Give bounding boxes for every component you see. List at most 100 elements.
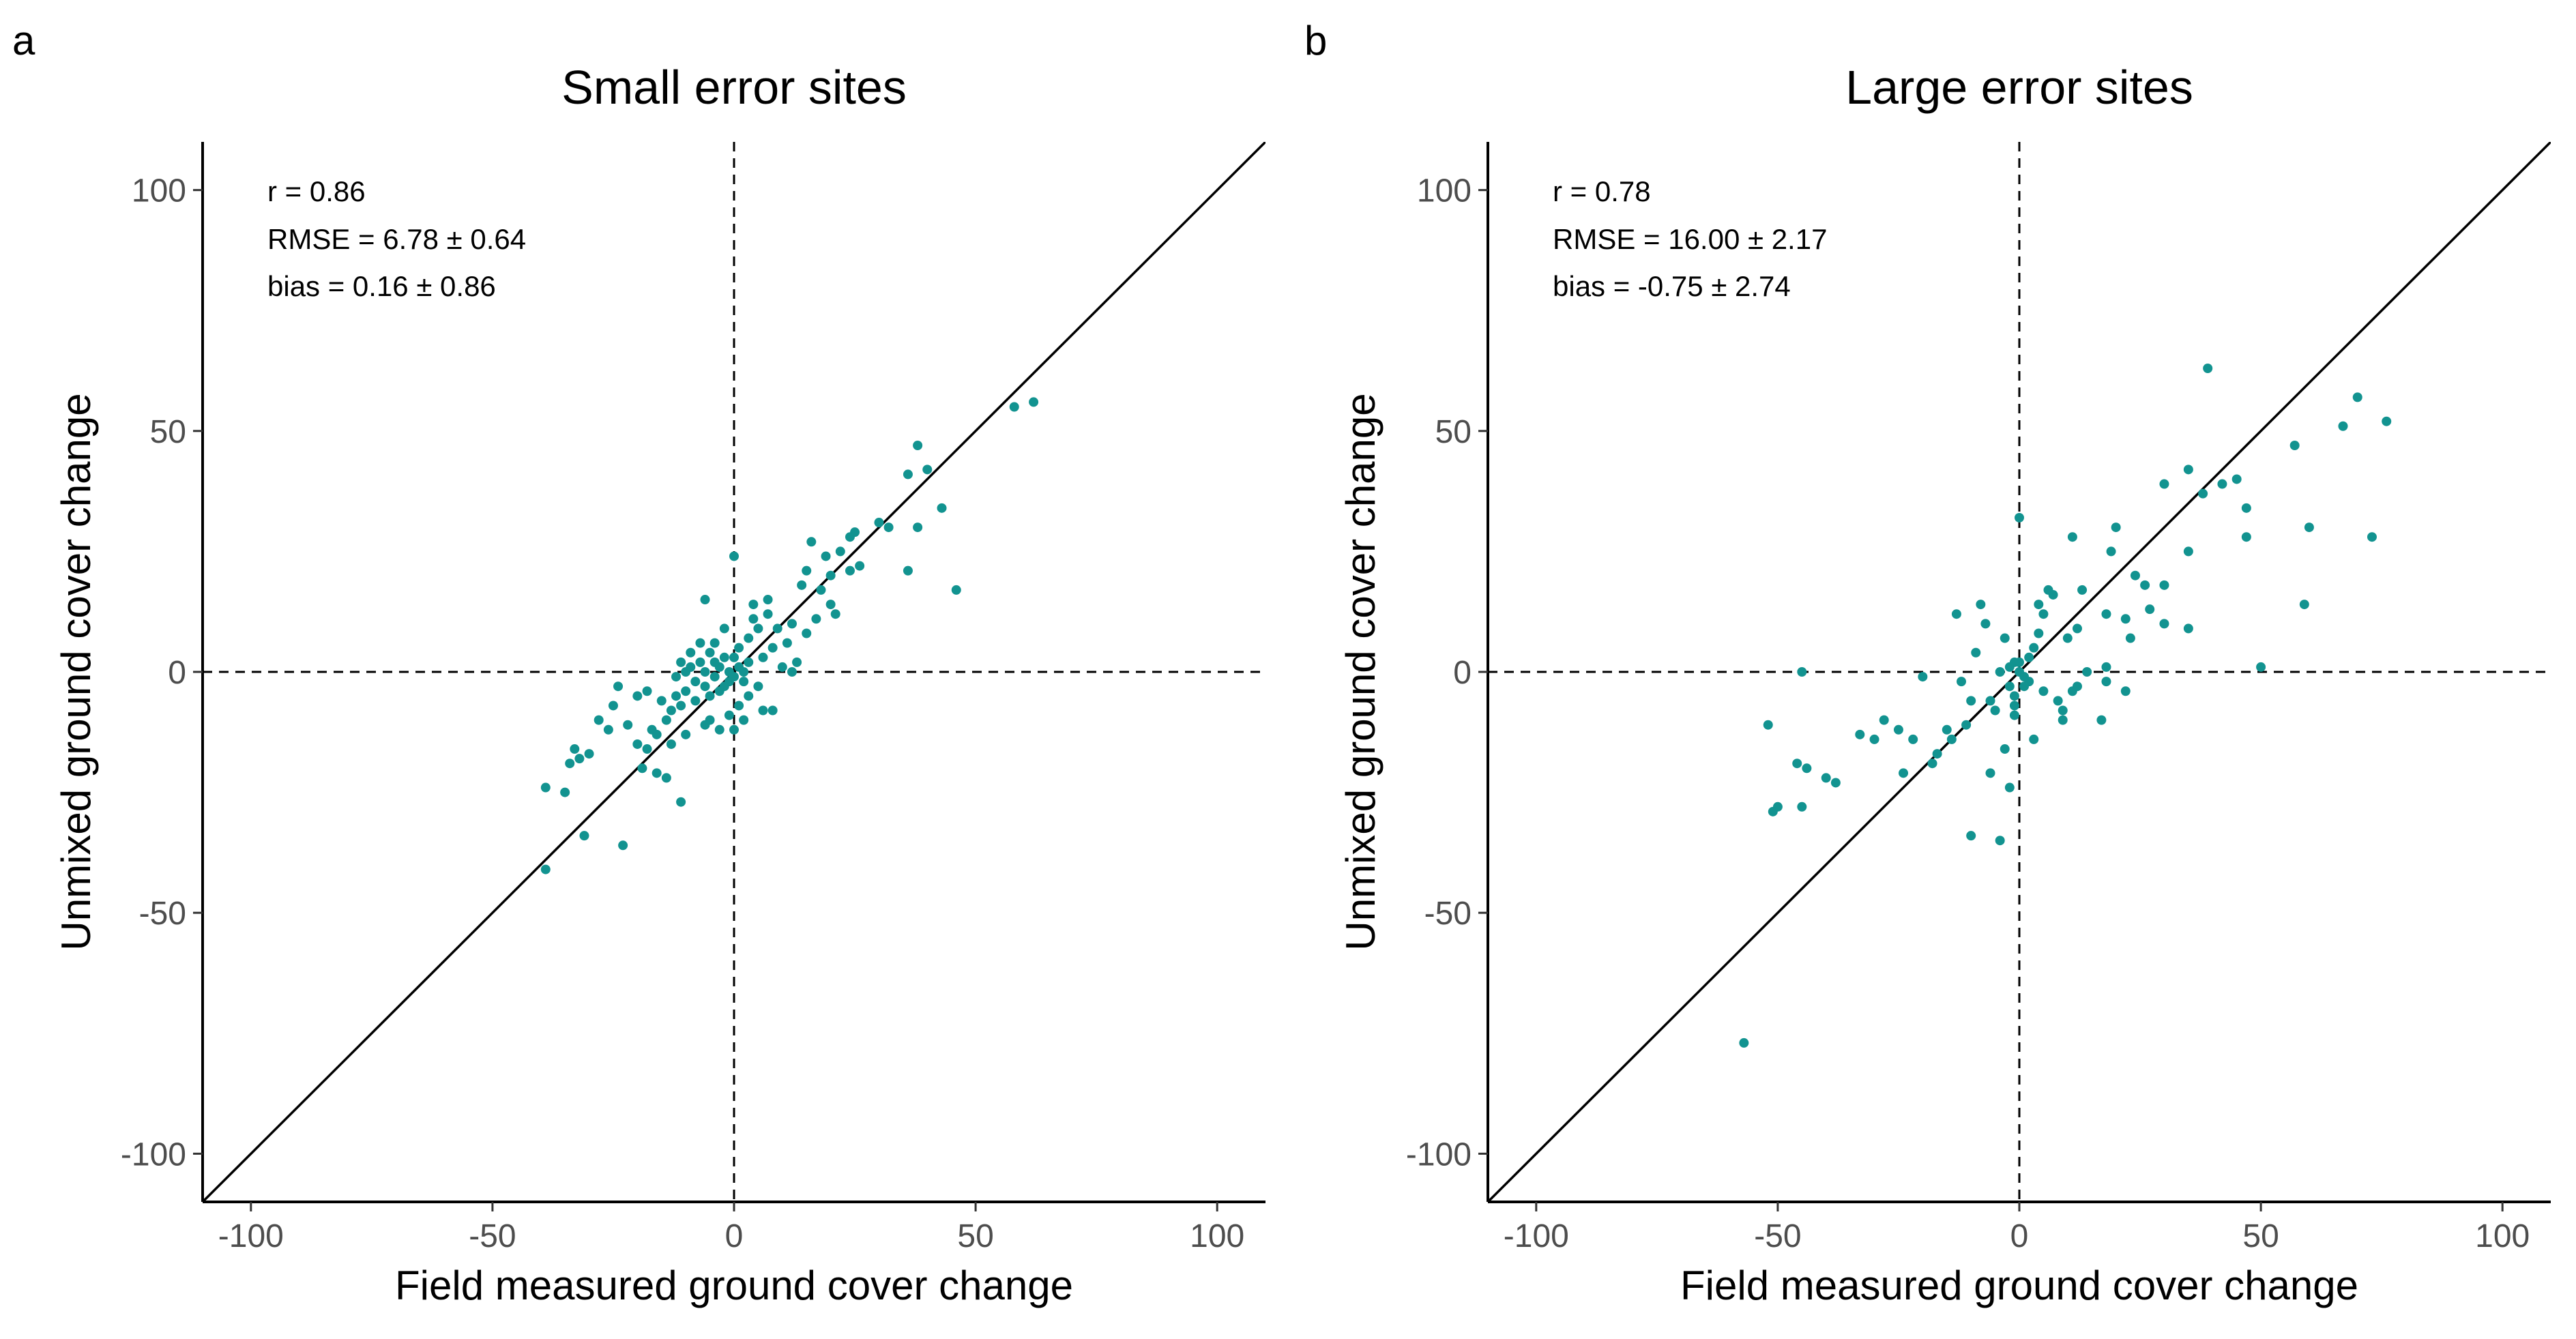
data-point (787, 619, 797, 629)
data-point (2217, 479, 2227, 489)
data-point (753, 681, 763, 692)
data-point (2125, 633, 2135, 643)
data-point (1879, 715, 1889, 725)
data-point (2338, 421, 2348, 431)
data-point (1980, 619, 1991, 629)
data-point (734, 662, 744, 672)
x-axis-label: Field measured ground cover change (395, 1263, 1073, 1308)
data-point (903, 469, 913, 480)
data-point (2241, 503, 2251, 513)
chart-title: Large error sites (1845, 61, 2193, 114)
data-point (724, 667, 734, 677)
data-point (681, 667, 691, 677)
data-point (2120, 686, 2131, 696)
chart-title: Small error sites (561, 61, 907, 114)
data-point (922, 465, 933, 475)
data-point (2034, 628, 2044, 638)
data-point (2382, 416, 2392, 426)
data-point (618, 840, 628, 851)
data-point (1792, 759, 1802, 769)
data-point (671, 672, 682, 682)
data-point (2062, 633, 2073, 643)
data-point (2015, 667, 2024, 677)
data-point (739, 677, 749, 687)
data-point (734, 701, 744, 711)
data-point (709, 657, 720, 667)
data-point (729, 551, 739, 561)
data-point (686, 647, 696, 658)
data-point (1918, 672, 1928, 682)
data-point (1869, 734, 1879, 744)
stat-bias: bias = 0.16 ± 0.86 (267, 270, 496, 302)
panel-b: b Large error sites Field measured groun… (1304, 18, 2551, 1308)
data-point (2043, 585, 2053, 595)
data-point (642, 686, 652, 696)
data-point (734, 643, 744, 653)
data-point (2096, 715, 2107, 725)
data-point (2029, 643, 2039, 653)
data-point (748, 600, 759, 610)
data-point (2009, 701, 2019, 711)
data-point (2015, 657, 2024, 667)
stat-r: r = 0.86 (267, 175, 366, 207)
data-point (681, 729, 691, 739)
data-point (676, 701, 686, 711)
data-point (1830, 778, 1841, 788)
data-point (2053, 696, 2063, 706)
x-tick-label: 0 (725, 1218, 744, 1254)
y-tick-label: -50 (139, 896, 186, 932)
data-point (2159, 479, 2169, 489)
data-point (671, 691, 682, 701)
x-tick-label: 100 (2475, 1218, 2530, 1254)
data-point (724, 710, 734, 720)
data-point (2034, 600, 2044, 610)
data-point (1932, 749, 1942, 759)
data-point (2072, 681, 2082, 692)
x-tick-label: -50 (469, 1218, 516, 1254)
data-point (874, 518, 884, 528)
data-point (565, 759, 575, 769)
data-point (2198, 488, 2208, 499)
data-point (913, 523, 923, 533)
data-point (1821, 773, 1831, 783)
data-point (787, 667, 797, 677)
data-point (661, 773, 671, 783)
data-point (913, 441, 923, 451)
data-point (681, 686, 691, 696)
data-point (845, 565, 855, 576)
data-point (603, 724, 613, 735)
data-point (903, 565, 913, 576)
data-point (2101, 677, 2111, 687)
data-point (2299, 600, 2309, 610)
data-point (661, 715, 671, 725)
data-point (830, 609, 840, 619)
y-axis-label: Unmixed ground cover change (1338, 393, 1384, 950)
data-point (2352, 392, 2362, 402)
data-point (802, 628, 812, 638)
data-point (2183, 623, 2193, 634)
data-point (560, 787, 570, 797)
data-point (2101, 609, 2111, 619)
data-point (690, 677, 701, 687)
data-point (2203, 363, 2213, 373)
data-point (1985, 696, 1995, 706)
data-point (1946, 734, 1957, 744)
data-point (2367, 532, 2377, 542)
data-point (2082, 667, 2092, 677)
data-point (2106, 546, 2116, 557)
data-point (714, 686, 724, 696)
y-tick-label: -100 (1406, 1136, 1472, 1173)
data-point (2004, 681, 2015, 692)
data-point (594, 715, 604, 725)
data-point (2004, 662, 2015, 672)
data-point (2140, 580, 2150, 590)
data-point (1942, 724, 1952, 735)
data-point (666, 739, 676, 749)
data-point (700, 720, 710, 730)
data-point (652, 768, 662, 778)
data-point (1908, 734, 1918, 744)
data-point (613, 681, 624, 692)
data-point (709, 672, 720, 682)
x-tick-label: -100 (218, 1218, 284, 1254)
data-point (744, 633, 754, 643)
